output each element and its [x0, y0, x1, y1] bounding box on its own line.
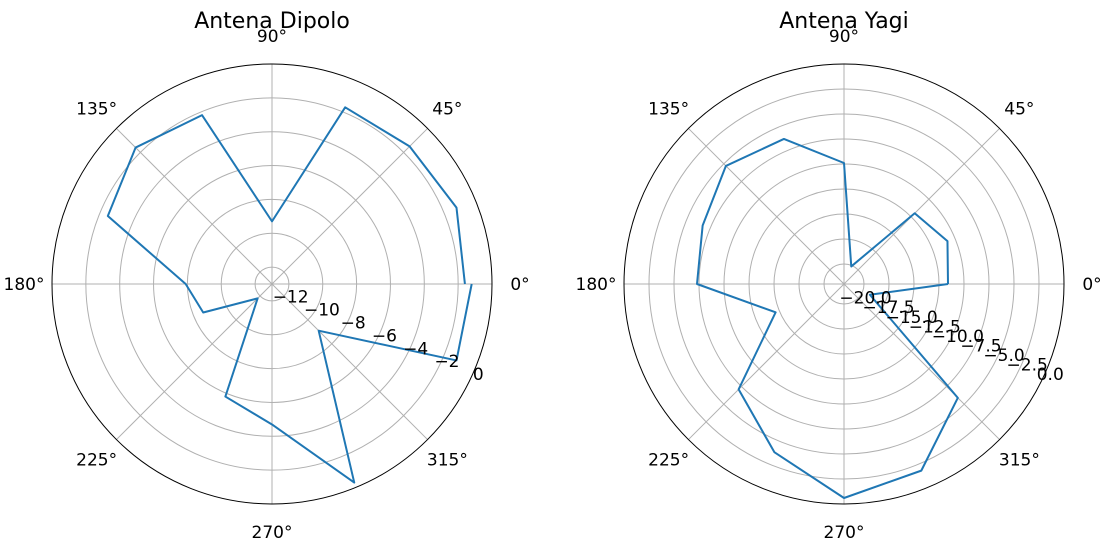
r-tick-label: −12.5	[909, 317, 961, 337]
radial-grid-line	[271, 128, 428, 285]
polar-frame	[51, 63, 493, 505]
theta-tick-label: 45°	[1004, 100, 1034, 120]
r-tick-label: −15.0	[886, 308, 938, 328]
r-tick-label: 0.0	[1037, 365, 1064, 385]
r-tick-label: −17.5	[863, 298, 915, 318]
theta-tick-label: 135°	[648, 100, 689, 120]
r-tick-label: −6	[372, 326, 397, 346]
circular-grid-line	[119, 131, 425, 437]
r-tick-label: −7.5	[960, 336, 1001, 356]
r-tick-label: 0	[473, 365, 484, 385]
yagi-panel: Antena Yagi 0° 45° 90° 135° 180° 225° 270° 315°…	[576, 9, 1102, 543]
radial-grid-line	[688, 128, 845, 285]
circular-grid-line	[186, 198, 358, 370]
circular-grid-line	[773, 213, 915, 355]
r-tick-label: −8	[341, 313, 366, 333]
radial-grid-line	[843, 283, 1000, 440]
circular-grid-line	[798, 238, 890, 330]
radial-grid-line	[688, 283, 845, 440]
circular-grid-line	[220, 232, 324, 336]
circular-grid-line	[648, 88, 1040, 480]
chart-title: Antena Dipolo	[194, 9, 350, 34]
theta-tick-label: 180°	[576, 275, 617, 295]
circular-grid-line	[254, 266, 290, 302]
circular-grid-line	[673, 113, 1015, 455]
chart-title: Antena Yagi	[779, 9, 909, 34]
series-line	[696, 137, 959, 499]
radial-grid-line	[116, 128, 273, 285]
r-tick-label: −20.0	[839, 289, 891, 309]
circular-grid-line	[823, 263, 865, 305]
radial-grid-line	[116, 283, 273, 440]
series-line	[106, 106, 473, 484]
theta-tick-label: 270°	[824, 523, 865, 542]
r-tick-label: −10.0	[932, 327, 984, 347]
theta-tick-label: 0°	[510, 275, 529, 295]
grid	[52, 64, 492, 504]
theta-tick-label: 270°	[252, 523, 293, 542]
circular-grid-line	[85, 97, 459, 471]
theta-tick-label: 315°	[427, 450, 468, 470]
circular-grid-line	[748, 188, 940, 380]
theta-tick-label: 0°	[1082, 275, 1101, 295]
r-tick-label: −12	[273, 287, 309, 307]
grid	[624, 64, 1064, 504]
r-tick-label: −4	[403, 339, 428, 359]
r-tick-label: −10	[304, 300, 340, 320]
r-tick-label: −5.0	[983, 346, 1024, 366]
theta-tick-label: 90°	[829, 27, 859, 47]
theta-tick-label: 135°	[76, 100, 117, 120]
circular-grid-line	[153, 165, 391, 403]
theta-tick-label: 225°	[76, 450, 117, 470]
polar-frame	[623, 63, 1065, 505]
radial-grid-line	[843, 128, 1000, 285]
theta-tick-label: 225°	[648, 450, 689, 470]
theta-tick-label: 180°	[4, 275, 45, 295]
r-tick-label: −2.5	[1007, 356, 1048, 376]
r-tick-label: −2	[434, 352, 459, 372]
dipolo-panel: Antena Dipolo 0° 45° 90° 135° 180° 225° 270° 31…	[4, 9, 530, 543]
theta-tick-label: 315°	[999, 450, 1040, 470]
radial-grid-line	[271, 283, 428, 440]
theta-tick-label: 45°	[432, 100, 462, 120]
theta-tick-label: 90°	[257, 27, 287, 47]
